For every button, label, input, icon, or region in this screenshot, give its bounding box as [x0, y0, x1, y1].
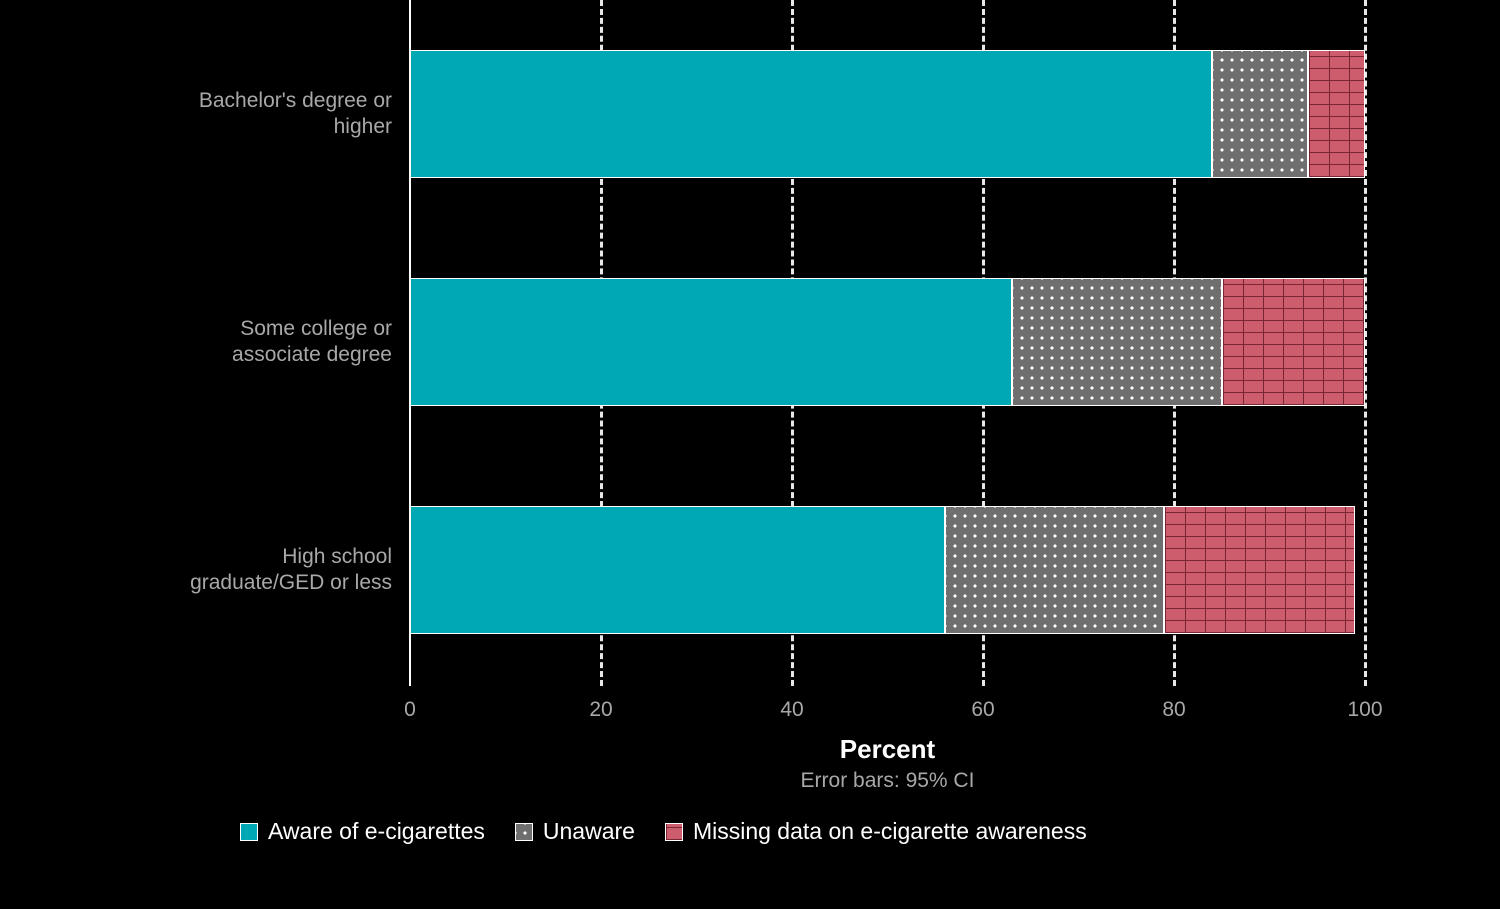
- x-tick-label: 60: [971, 686, 994, 722]
- segment-somecollege-missing: [1222, 278, 1365, 406]
- bar-row-hs: [410, 506, 1365, 634]
- segment-bachelors-unaware: [1212, 50, 1308, 178]
- segment-hs-missing: [1164, 506, 1355, 634]
- legend-label: Aware of e-cigarettes: [268, 818, 485, 846]
- segment-somecollege-unaware: [1012, 278, 1222, 406]
- legend-swatch: [240, 823, 258, 841]
- chart-container: Bachelor's degree orhigher Some college o…: [0, 0, 1500, 909]
- segment-hs-unaware: [945, 506, 1165, 634]
- x-tick-label: 80: [1162, 686, 1185, 722]
- plot-area: Bachelor's degree orhigherSome college o…: [410, 0, 1365, 686]
- bar-row-bachelors: [410, 50, 1365, 178]
- segment-bachelors-aware: [410, 50, 1212, 178]
- legend-label: Unaware: [543, 818, 635, 846]
- legend: Aware of e-cigarettes Unaware Missing data…: [240, 818, 1087, 846]
- legend-item-aware: Aware of e-cigarettes: [240, 818, 485, 846]
- x-tick-label: 40: [780, 686, 803, 722]
- x-axis-title: Percent: [410, 734, 1365, 765]
- y-category-label: High schoolgraduate/GED or less: [190, 544, 410, 597]
- x-tick-label: 0: [404, 686, 416, 722]
- y-category-label: Some college orassociate degree: [232, 316, 410, 369]
- x-axis-title-group: Percent Error bars: 95% CI: [410, 734, 1365, 793]
- segment-somecollege-aware: [410, 278, 1012, 406]
- legend-swatch: [665, 823, 683, 841]
- legend-label: Missing data on e-cigarette awareness: [693, 818, 1087, 846]
- x-tick-label: 100: [1347, 686, 1382, 722]
- legend-swatch: [515, 823, 533, 841]
- segment-hs-aware: [410, 506, 945, 634]
- segment-bachelors-missing: [1308, 50, 1365, 178]
- legend-item-unaware: Unaware: [515, 818, 635, 846]
- legend-item-missing: Missing data on e-cigarette awareness: [665, 818, 1087, 846]
- x-axis-subtitle: Error bars: 95% CI: [410, 769, 1365, 793]
- bar-row-somecollege: [410, 278, 1365, 406]
- x-tick-label: 20: [589, 686, 612, 722]
- y-category-label: Bachelor's degree orhigher: [199, 88, 410, 141]
